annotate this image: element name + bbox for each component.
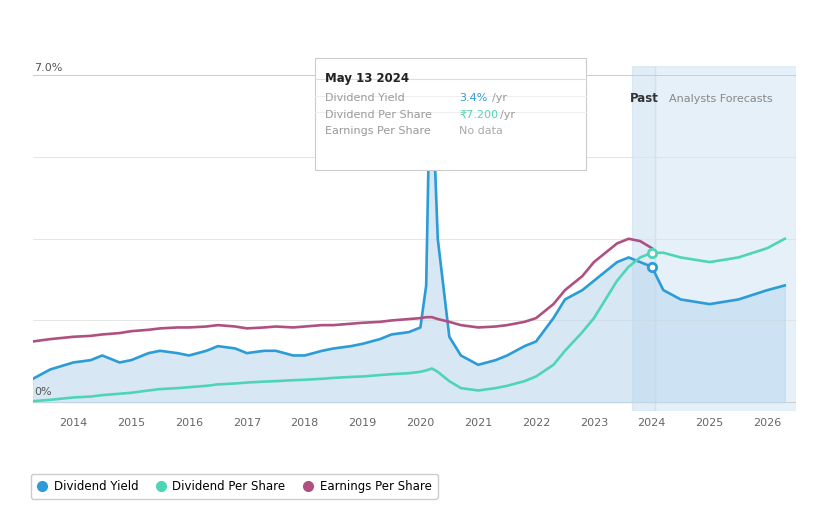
Text: /yr: /yr [500,110,515,120]
Bar [654,66,796,411]
Text: Past: Past [630,92,658,105]
Text: 7.0%: 7.0% [34,63,63,73]
Point [645,249,658,257]
Text: 0%: 0% [34,387,53,397]
Text: ₹7.200: ₹7.200 [459,110,498,120]
Text: /yr: /yr [492,93,507,104]
Text: Dividend Yield: Dividend Yield [325,93,405,104]
Text: 3.4%: 3.4% [459,93,488,104]
Bar [631,66,654,411]
Point [645,263,658,271]
Text: Analysts Forecasts: Analysts Forecasts [669,93,773,104]
Legend: Dividend Yield, Dividend Per Share, Earnings Per Share: Dividend Yield, Dividend Per Share, Earn… [31,474,438,499]
Text: May 13 2024: May 13 2024 [325,72,410,85]
Text: No data: No data [459,126,503,136]
Text: Dividend Per Share: Dividend Per Share [325,110,432,120]
Text: Earnings Per Share: Earnings Per Share [325,126,431,136]
